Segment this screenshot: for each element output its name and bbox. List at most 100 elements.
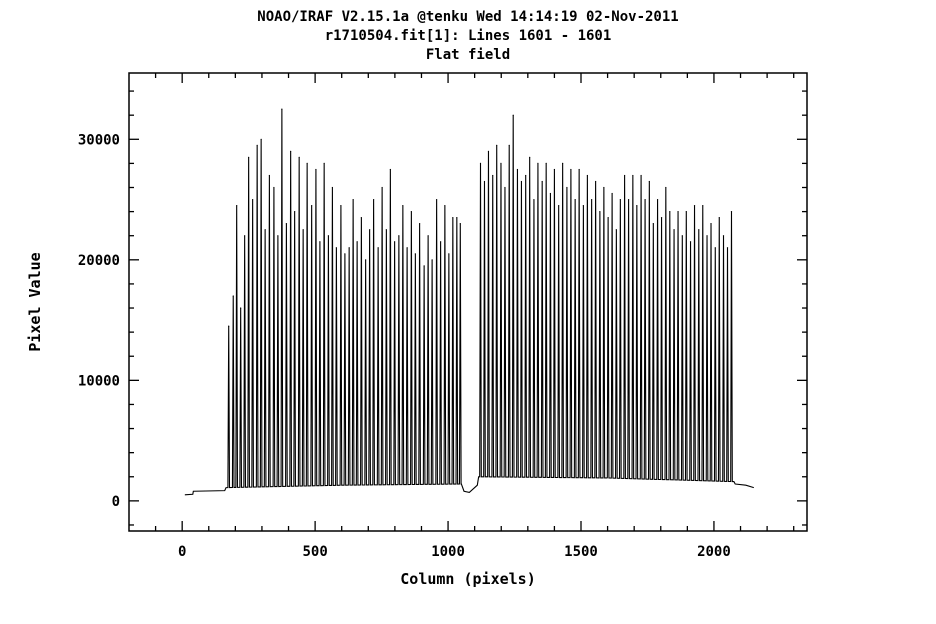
- data-point: [448, 253, 450, 255]
- data-point: [533, 198, 535, 201]
- data-point: [389, 168, 391, 171]
- data-point: [431, 259, 433, 261]
- y-tick-label: 20000: [78, 253, 120, 269]
- y-tick-label: 0: [112, 494, 120, 510]
- data-point: [595, 180, 597, 183]
- y-tick-label: 30000: [78, 132, 120, 148]
- data-point: [377, 247, 379, 249]
- data-point: [525, 174, 527, 177]
- data-point: [444, 204, 446, 207]
- data-point: [726, 247, 729, 249]
- data-point: [520, 180, 523, 183]
- data-point: [549, 192, 552, 195]
- data-point: [483, 180, 486, 183]
- data-point: [648, 180, 650, 183]
- data-point: [406, 247, 408, 249]
- data-point: [373, 198, 375, 201]
- data-point: [603, 186, 605, 189]
- data-point: [640, 174, 642, 177]
- x-tick-label: 500: [302, 544, 327, 560]
- data-point: [660, 217, 663, 219]
- data-point: [615, 229, 617, 231]
- data-series: [184, 108, 754, 496]
- chart-title: Flat field: [425, 47, 511, 63]
- data-point: [281, 108, 283, 110]
- data-point: [665, 186, 667, 189]
- data-point: [394, 241, 396, 243]
- data-point: [570, 168, 572, 171]
- data-point: [410, 211, 412, 213]
- data-point: [331, 186, 333, 189]
- data-point: [452, 217, 454, 219]
- data-point: [344, 253, 346, 255]
- data-point: [698, 229, 700, 231]
- plot-frame: [128, 72, 808, 532]
- data-point: [496, 144, 498, 146]
- data-point: [459, 223, 461, 225]
- data-point: [268, 174, 270, 177]
- data-point: [365, 259, 367, 261]
- data-point: [277, 235, 279, 237]
- data-point: [624, 174, 626, 177]
- data-point: [611, 192, 613, 195]
- data-point: [315, 168, 317, 171]
- data-point: [545, 162, 547, 164]
- data-point: [706, 235, 708, 237]
- plot-header: NOAO/IRAF V2.15.1a @tenku Wed 14:14:19 0…: [0, 8, 936, 65]
- data-point: [264, 229, 266, 231]
- data-point: [440, 241, 442, 243]
- data-point: [677, 211, 679, 213]
- data-point: [504, 186, 506, 189]
- data-point: [669, 211, 671, 213]
- data-point: [541, 180, 543, 183]
- data-point: [689, 241, 692, 243]
- data-point: [607, 217, 609, 219]
- data-point: [385, 229, 387, 231]
- data-point: [252, 198, 254, 201]
- data-point: [574, 198, 576, 201]
- y-tick-label: 10000: [78, 373, 120, 389]
- data-point: [558, 204, 560, 207]
- data-point: [566, 186, 568, 189]
- data-point: [500, 162, 502, 164]
- data-point: [244, 235, 246, 237]
- data-point: [436, 198, 438, 201]
- data-point: [710, 223, 712, 225]
- data-point: [673, 229, 675, 231]
- x-axis-label: Column (pixels): [400, 570, 535, 588]
- data-point: [582, 204, 584, 207]
- data-point: [456, 217, 458, 219]
- data-point: [290, 150, 292, 152]
- data-point: [718, 217, 720, 219]
- data-point: [730, 211, 733, 213]
- data-point: [693, 204, 696, 207]
- data-point: [636, 204, 638, 207]
- data-point: [356, 241, 358, 243]
- data-point: [256, 144, 258, 146]
- data-point: [553, 168, 556, 171]
- data-point: [236, 204, 238, 207]
- data-point: [419, 223, 421, 225]
- data-point: [685, 211, 687, 213]
- data-point: [294, 211, 296, 213]
- data-point: [562, 162, 564, 164]
- data-point: [327, 235, 330, 237]
- data-point: [644, 198, 646, 201]
- data-point: [722, 235, 725, 237]
- data-point: [285, 223, 288, 225]
- data-point: [492, 174, 494, 177]
- axis-ticks: [129, 73, 807, 531]
- series-line: [184, 109, 754, 496]
- data-point: [340, 204, 342, 207]
- x-tick-label: 1500: [564, 544, 598, 560]
- data-point: [369, 229, 371, 231]
- data-point: [627, 198, 630, 201]
- data-point: [656, 198, 659, 201]
- data-point: [306, 162, 308, 164]
- data-point: [681, 235, 683, 237]
- y-axis-label: Pixel Value: [26, 252, 44, 351]
- data-point: [652, 223, 654, 225]
- header-system-line: NOAO/IRAF V2.15.1a @tenku Wed 14:14:19 0…: [257, 9, 679, 25]
- data-point: [248, 156, 250, 158]
